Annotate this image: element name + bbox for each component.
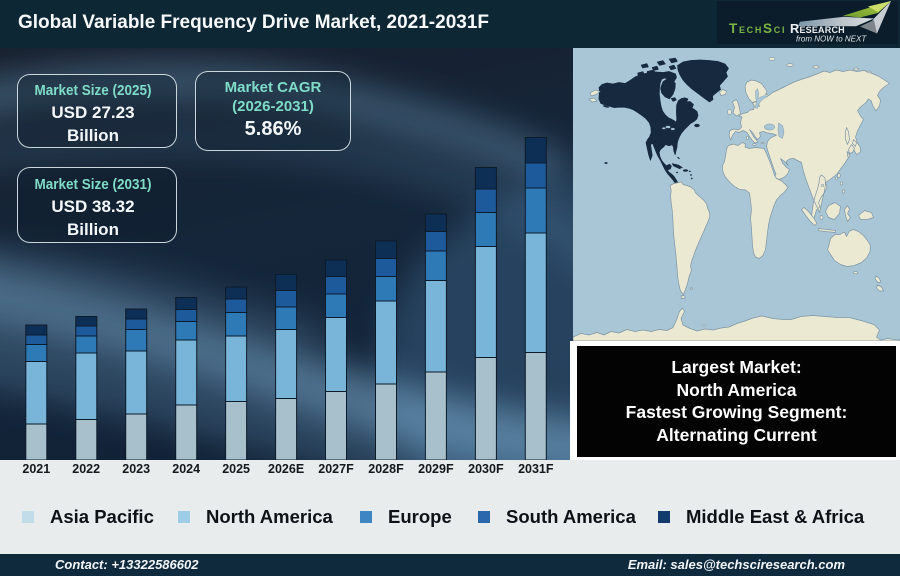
svg-text:from NOW to NEXT: from NOW to NEXT (796, 35, 867, 44)
svg-text:TechSci: TechSci (729, 21, 786, 36)
svg-text:Research: Research (790, 21, 845, 36)
